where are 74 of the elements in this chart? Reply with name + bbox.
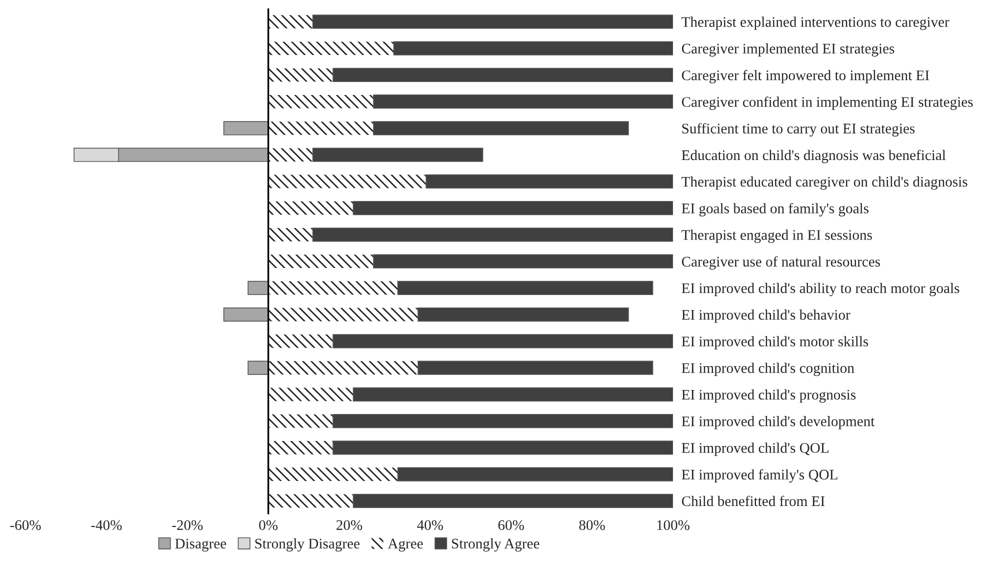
legend-label: Strongly Agree [452,538,540,552]
bar [248,280,269,296]
y-tick-label: EI improved child's prognosis [682,389,856,403]
bar [352,494,673,508]
bar [268,148,313,162]
bar [332,414,673,428]
bar [268,122,374,135]
bar [268,308,418,322]
bar [223,307,269,322]
bar [373,121,629,136]
bar [397,280,654,296]
bar [373,254,673,268]
bar [393,41,673,56]
y-tick-label: EI improved child's cognition [682,362,854,376]
bar [312,148,484,162]
bar [418,360,654,375]
y-tick-label: EI improved child's behavior [682,310,850,323]
bar [268,201,354,215]
bar [268,174,426,188]
y-tick-label: EI improved child's development [682,416,875,430]
y-tick-label: Caregiver use of natural resources [682,256,880,270]
bar [397,467,673,482]
y-tick-label: Education on child's diagnosis was beneficial [682,150,946,164]
bar [268,388,354,402]
x-tick-label: -40% [91,520,122,530]
x-tick-label: -20% [172,520,203,530]
bar [332,334,673,348]
bar [268,94,374,108]
y-tick-label: EI improved family's QOL [682,469,838,483]
bar [352,387,673,402]
x-tick-label: 80% [579,520,605,530]
x-tick-label: -60% [10,520,41,530]
y-tick-label: EI improved child's QOL [682,442,828,456]
bar [352,201,673,216]
bar [312,228,673,242]
bar [268,468,398,481]
x-tick-label: 100% [657,520,690,530]
x-tick-label: 20% [336,520,362,530]
bar [223,121,269,136]
y-tick-label: Caregiver felt impowered to implement EI [682,70,930,84]
bar [268,414,334,428]
y-tick-label: Sufficient time to carry out EI strategies [682,123,915,137]
y-tick-label: Therapist explained interventions to caregiver [682,16,950,30]
bar [268,15,313,28]
x-tick-label: 40% [417,520,444,530]
bar [426,174,673,189]
y-tick-label: Caregiver confident in implementing EI strategies [682,96,973,110]
bar [268,68,334,82]
bar [418,307,629,322]
legend-label: Agree [388,538,423,552]
legend-label: Strongly Disagree [255,538,360,552]
bar [332,68,673,82]
y-tick-label: EI improved child's motor skills [682,336,868,350]
bar [312,14,673,29]
legend-label: Disagree [175,538,226,552]
bar [268,42,394,56]
bar [373,94,673,109]
bar [268,441,334,454]
bar [332,440,673,455]
y-tick-label: Therapist educated caregiver on child's diagnosis [682,176,968,190]
bar [268,281,398,295]
bar [268,334,334,348]
bar [268,494,354,508]
x-tick-label: 60% [498,520,524,530]
bar [268,361,418,374]
y-tick-label: EI goals based on family's goals [682,202,868,216]
x-tick-label: 0% [259,520,278,530]
y-tick-label: Therapist engaged in EI sessions [682,230,872,243]
bar [268,228,313,242]
y-tick-label: Child benefitted from EI [682,496,825,506]
bar [268,254,374,268]
y-tick-label: EI improved child's ability to reach motor goals [682,282,960,296]
y-tick-label: Caregiver implemented EI strategies [682,43,894,57]
bar [248,360,269,375]
